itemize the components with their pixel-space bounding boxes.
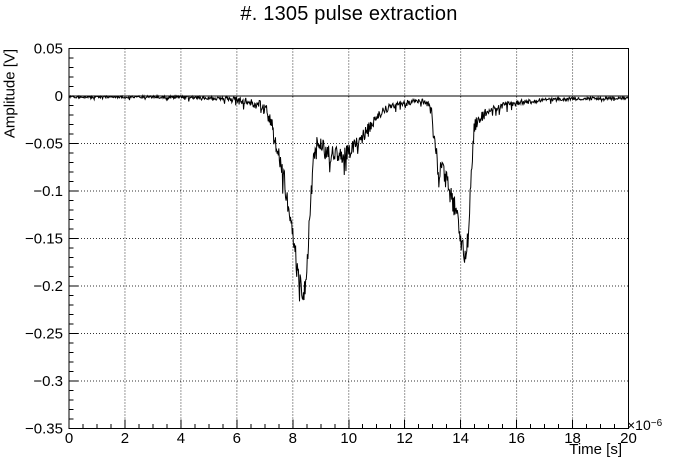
y-tick-label: 0 [55, 88, 63, 105]
y-tick-label: −0.3 [33, 373, 63, 390]
x-tick-label: 10 [340, 430, 357, 447]
x-tick-label: 18 [564, 430, 581, 447]
x-tick-label: 20 [620, 430, 637, 447]
x-tick-label: 14 [452, 430, 469, 447]
x-tick-label: 12 [396, 430, 413, 447]
y-tick-label: 0.05 [34, 41, 63, 58]
y-tick-label: −0.2 [33, 278, 63, 295]
y-axis-title: Amplitude [V] [1, 48, 19, 139]
x-tick-label: 0 [65, 430, 73, 447]
y-tick-label: −0.1 [33, 183, 63, 200]
x-axis-title: Time [s] [569, 441, 622, 458]
y-tick-label: −0.25 [25, 326, 63, 343]
y-tick-label: −0.05 [25, 136, 63, 153]
exponent-power: −6 [650, 418, 663, 429]
x-tick-label: 16 [508, 430, 525, 447]
exponent-base: ×10 [627, 417, 651, 433]
x-tick-label: 8 [289, 430, 297, 447]
x-tick-label: 2 [121, 430, 129, 447]
y-tick-label: −0.35 [25, 421, 63, 438]
waveform-trace [68, 93, 629, 302]
x-tick-label: 4 [177, 430, 185, 447]
x-tick-label: 6 [233, 430, 241, 447]
plot-title: #. 1305 pulse extraction [240, 3, 458, 25]
x-axis-exponent: ×10−6 [627, 417, 662, 433]
y-tick-label: −0.15 [25, 231, 63, 248]
